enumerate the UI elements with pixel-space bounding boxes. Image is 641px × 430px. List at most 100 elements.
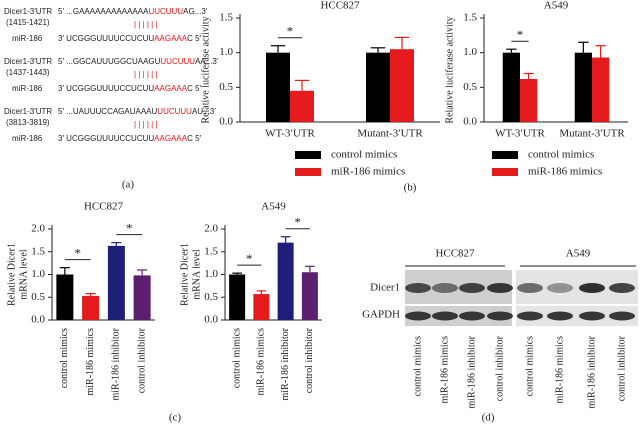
y-tick-label: 1.0 [463, 46, 477, 58]
lane-label: miR-186 inhibitor [466, 335, 477, 408]
sequence-part: AAGAAA [154, 134, 188, 143]
legend-label: control mimics [528, 149, 594, 161]
y-tick-label: 0.0 [219, 116, 233, 128]
target-range: (3813-3819) [6, 118, 50, 127]
lane-label: control inhibitor [616, 335, 627, 401]
bar [502, 52, 520, 122]
sequence-part: AA...3′ [195, 57, 219, 66]
significance-label: * [295, 215, 302, 230]
band [547, 311, 573, 321]
band [609, 311, 635, 321]
chart-title: A549 [261, 201, 286, 213]
significance-label: * [287, 24, 294, 39]
significance-label: * [246, 251, 253, 266]
western-blot: HCC827 A549 Dicer1 GAPDH [362, 248, 638, 326]
sequence-part: 5′ ...GAAAAAAAAAAAAA [58, 7, 149, 16]
x-tick-label: miR-186 inhibitor [280, 327, 291, 400]
sequence-part: 5′ ...GGCAUUUGGCUAAGU [58, 57, 161, 66]
bar [266, 52, 290, 122]
band [579, 283, 605, 293]
band [517, 311, 543, 321]
group-label: A549 [566, 248, 591, 260]
panel-label: (c) [169, 412, 182, 424]
bar [56, 274, 74, 320]
band [547, 283, 573, 293]
sequence-part: AU...3′ [192, 107, 216, 116]
x-tick-label: control mimics [59, 328, 70, 388]
chart-title: HCC827 [84, 201, 124, 213]
x-tick-label: miR-186 mimics [85, 328, 96, 396]
lane-label: control mimics [412, 336, 423, 396]
target-range: (1437-1443) [6, 68, 50, 77]
y-axis-label: Relative luciferase activity [200, 16, 211, 123]
y-tick-label: 1.5 [219, 12, 233, 24]
bar [366, 52, 390, 122]
bar [82, 295, 100, 320]
y-axis-label: mRNA level [18, 249, 29, 299]
y-tick-label: 0.5 [463, 81, 477, 93]
y-axis-label: Relative luciferase activity [444, 16, 455, 123]
x-tick-label: miR-186 inhibitor [111, 327, 122, 400]
mir-label: miR-186 [12, 134, 43, 143]
mir-sequence: 3′ UCGGGUUUUCCUCUUAAGAAAC 5′ [58, 134, 202, 143]
y-tick-label: 2.0 [31, 223, 45, 235]
y-tick-label: 1.5 [463, 12, 477, 24]
y-tick-label: 0.0 [463, 116, 477, 128]
significance-label: * [75, 246, 82, 261]
pairing: |||||| [134, 20, 160, 29]
significance-label: * [126, 221, 133, 236]
sequence-part: C 5′ [187, 84, 201, 93]
target-sequence: 5′ ...GAAAAAAAAAAAAAUUCUUUAG...3′ [58, 7, 208, 16]
group-label: HCC827 [435, 248, 475, 260]
band [609, 283, 635, 293]
target-label: Dicer1-3′UTR [4, 107, 52, 116]
y-tick-label: 1.0 [204, 268, 218, 280]
lane-label: miR-186 mimics [439, 336, 450, 404]
sequence-part: 3′ UCGGGUUUUCCUCUU [58, 34, 154, 43]
band [405, 311, 431, 321]
band [432, 311, 458, 321]
pairing: |||||| [134, 70, 160, 79]
y-tick-label: 1.5 [204, 245, 218, 257]
legend-swatch [295, 151, 321, 159]
x-tick-label: control inhibitor [304, 327, 315, 393]
band [432, 283, 458, 293]
target-sequence: 5′ ...GGCAUUUGGCUAAGUUUCUUUAA...3′ [58, 57, 219, 66]
x-tick-label: Mutant-3′UTR [357, 128, 423, 140]
x-tick-label: WT-3′UTR [495, 128, 545, 140]
y-axis-label: mRNA level [191, 249, 202, 299]
y-tick-label: 0.5 [31, 291, 45, 303]
panel-label: (d) [482, 412, 495, 424]
bar [574, 52, 592, 122]
sequence-part: AAGAAA [154, 34, 188, 43]
y-tick-label: 1.5 [31, 245, 45, 257]
sequence-part: C 5′ [187, 134, 201, 143]
x-tick-label: WT-3′UTR [265, 128, 315, 140]
chart-title: A549 [544, 0, 569, 12]
lane-label: control inhibitor [494, 335, 505, 401]
x-tick-label: control mimics [231, 328, 242, 388]
sequence-part: UUCUUU [160, 57, 195, 66]
bar [390, 49, 414, 123]
y-axis-label: Relative Dicer1 [6, 243, 17, 306]
legend-label: miR-186 mimics [528, 166, 602, 178]
panel-label: (a) [122, 179, 135, 191]
significance-label: * [517, 27, 524, 42]
y-tick-label: 0.5 [219, 81, 233, 93]
bar [301, 272, 318, 320]
target-range: (1415-1421) [6, 18, 50, 27]
x-tick-label: control inhibitor [136, 327, 147, 393]
bar [290, 90, 314, 122]
row-label: GAPDH [362, 309, 400, 321]
x-tick-label: miR-186 mimics [256, 328, 267, 396]
legend-swatch [492, 168, 518, 176]
y-tick-label: 1.0 [31, 268, 45, 280]
bar [107, 245, 125, 320]
y-tick-label: 0.5 [204, 291, 218, 303]
bar [520, 79, 538, 122]
legend-swatch [295, 168, 321, 176]
y-tick-label: 2.0 [204, 223, 218, 235]
sequence-part: AG...3′ [183, 7, 208, 16]
mir-sequence: 3′ UCGGGUUUUCCUCUUAAGAAAC 5′ [58, 34, 202, 43]
